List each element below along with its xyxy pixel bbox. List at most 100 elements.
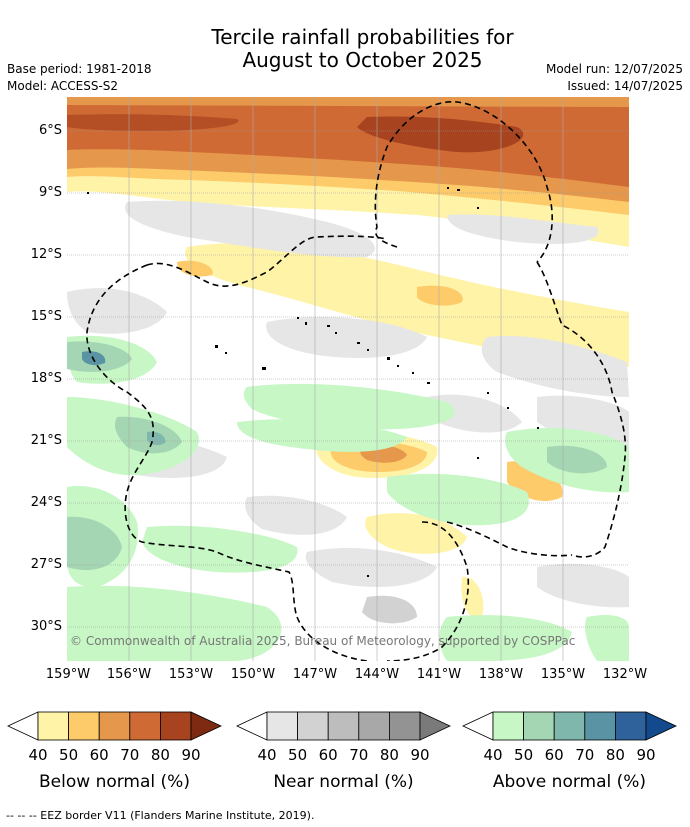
lon-tick-132w: 132°W	[602, 667, 648, 682]
above-normal-19s	[243, 383, 455, 430]
lon-tick-153w: 153°W	[168, 667, 214, 682]
lon-tick-147w: 147°W	[292, 667, 338, 682]
above-normal-21s-mid	[237, 419, 407, 452]
below-normal-28s	[461, 576, 484, 618]
cb-below-40	[37, 711, 70, 741]
eez-border-footnote: -- -- -- EEZ border V11 (Flanders Marine…	[6, 809, 315, 822]
chart-title-line2: August to October 2025	[242, 48, 483, 72]
near-normal-10s-right	[447, 214, 599, 244]
near-normal-14s-left	[67, 288, 167, 334]
cb-below-tick-60: 60	[89, 746, 109, 764]
colorbar-above-normal-title: Above normal (%)	[492, 772, 647, 792]
cb-below-tick-50: 50	[59, 746, 79, 764]
above-normal-25s-left-50	[67, 516, 122, 571]
colorbar-above-normal	[462, 711, 677, 741]
probability-map	[67, 97, 629, 661]
lat-tick-6s: 6°S	[38, 123, 62, 138]
lon-tick-135w: 135°W	[540, 667, 586, 682]
map-svg	[67, 97, 629, 661]
cb-below-tick-40: 40	[28, 746, 48, 764]
below-normal-band-12s	[185, 243, 629, 367]
cb-above-tick-40: 40	[483, 746, 503, 764]
eez-border-marquesas	[374, 101, 553, 263]
lon-tick-144w: 144°W	[354, 667, 400, 682]
cb-near-tick-40: 40	[257, 746, 277, 764]
lat-tick-30s: 30°S	[30, 619, 62, 634]
below-normal-80-north-b	[67, 114, 239, 131]
gridlines	[67, 130, 629, 628]
lat-tick-12s: 12°S	[30, 247, 62, 262]
cb-above-tick-80: 80	[605, 746, 625, 764]
above-normal-22s-right-50	[547, 445, 607, 474]
lat-tick-24s: 24°S	[30, 495, 62, 510]
lon-tick-150w: 150°W	[230, 667, 276, 682]
model-name: Model: ACCESS-S2	[7, 79, 119, 93]
islands	[87, 187, 539, 577]
near-normal-30s-mid	[362, 595, 417, 624]
lon-tick-141w: 141°W	[416, 667, 462, 682]
above-normal-31s-far	[585, 615, 629, 661]
chart-title-line1: Tercile rainfall probabilities for	[211, 25, 514, 49]
lat-tick-9s: 9°S	[38, 185, 62, 200]
cb-above-60	[553, 711, 586, 741]
above-normal-28s-left	[142, 525, 298, 573]
lat-tick-18s: 18°S	[30, 371, 62, 386]
cb-above-tick-70: 70	[575, 746, 595, 764]
colorbar-near-normal	[236, 711, 451, 741]
cb-near-80	[388, 711, 421, 741]
cb-near-tick-90: 90	[410, 746, 430, 764]
colorbar-near-normal-title: Near normal (%)	[273, 772, 414, 792]
cb-above-80	[615, 711, 647, 741]
near-normal-27s	[305, 547, 437, 587]
model-run: Model run: 12/07/2025	[545, 62, 683, 76]
below-normal-patch-13s	[177, 260, 213, 277]
cb-below-50	[68, 711, 100, 741]
colorbar-svg	[7, 711, 677, 741]
cb-above-tick-60: 60	[544, 746, 564, 764]
above-normal-31s-right	[439, 615, 572, 661]
above-normal-25s-mid	[387, 473, 529, 526]
cb-near-60	[327, 711, 360, 741]
cb-near-tick-50: 50	[288, 746, 308, 764]
eez-border-french-polynesia	[146, 235, 627, 558]
colorbar-below-normal	[7, 711, 222, 741]
base-period: Base period: 1981-2018	[7, 62, 152, 76]
near-normal-16s-right	[481, 336, 629, 397]
eez-border-pitcairn-east	[446, 521, 573, 557]
lat-tick-15s: 15°S	[30, 309, 62, 324]
cb-above-50	[523, 711, 555, 741]
above-normal-29s	[67, 585, 282, 661]
meridians	[128, 97, 564, 661]
cb-near-tick-80: 80	[379, 746, 399, 764]
cb-above-tick-90: 90	[636, 746, 656, 764]
cb-below-tick-70: 70	[120, 746, 140, 764]
issued-date: Issued: 14/07/2025	[567, 79, 683, 93]
near-normal-19s-right	[537, 395, 629, 447]
cb-below-80	[159, 711, 192, 741]
cb-near-50	[297, 711, 329, 741]
cb-near-40	[266, 711, 299, 741]
lon-tick-159w: 159°W	[45, 667, 91, 682]
near-normal-16s	[266, 317, 427, 358]
lon-tick-138w: 138°W	[478, 667, 524, 682]
near-normal-25s	[245, 495, 347, 535]
copyright-text: © Commonwealth of Australia 2025, Bureau…	[70, 634, 576, 648]
below-normal-80-north	[357, 116, 524, 153]
lat-tick-21s: 21°S	[30, 433, 62, 448]
cb-below-60	[98, 711, 131, 741]
cb-above-tick-50: 50	[514, 746, 534, 764]
lon-tick-156w: 156°W	[106, 667, 152, 682]
cb-near-tick-60: 60	[318, 746, 338, 764]
near-normal-28s-right	[537, 563, 629, 608]
near-normal-9s	[125, 200, 375, 258]
cb-below-70	[129, 711, 161, 741]
lat-tick-27s: 27°S	[30, 557, 62, 572]
cb-above-40	[492, 711, 525, 741]
below-normal-patch-14s	[417, 285, 463, 306]
cb-near-70	[358, 711, 390, 741]
cb-near-tick-70: 70	[349, 746, 369, 764]
eez-border-cook-islands	[86, 264, 368, 661]
below-normal-26s	[365, 513, 467, 554]
colorbar-below-normal-title: Below normal (%)	[39, 772, 190, 792]
cb-below-tick-80: 80	[150, 746, 170, 764]
